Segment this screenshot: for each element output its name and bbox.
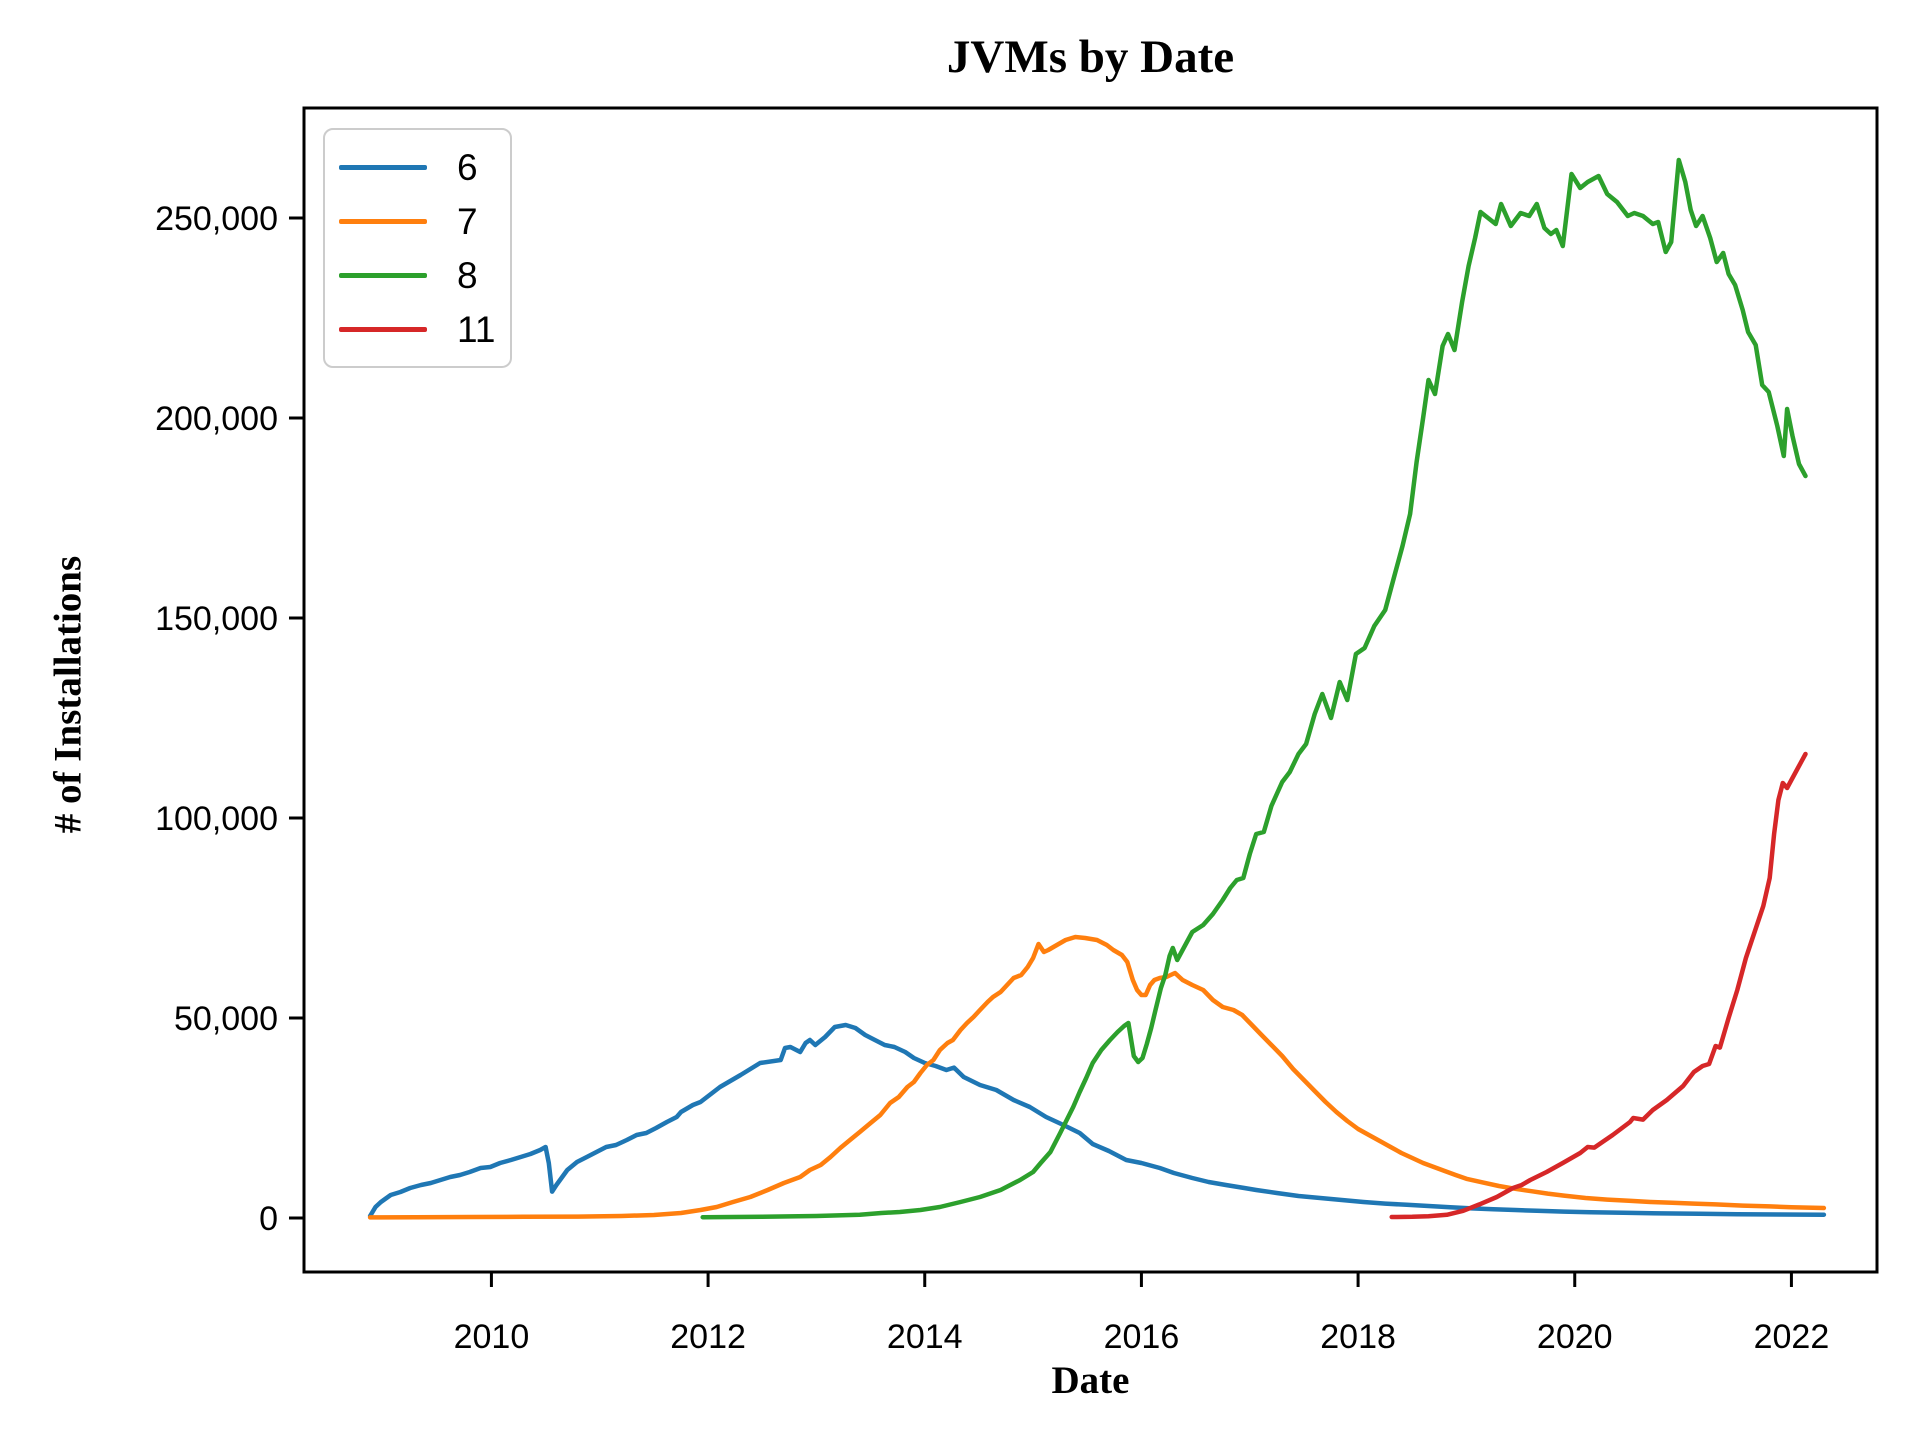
legend-item: 8 bbox=[325, 250, 510, 300]
x-tick-label: 2022 bbox=[1754, 1318, 1830, 1356]
plot-border bbox=[302, 106, 1879, 1274]
legend-line-sample bbox=[339, 272, 427, 278]
y-tick-label: 250,000 bbox=[155, 200, 278, 238]
y-tick-label: 200,000 bbox=[155, 400, 278, 438]
x-tick-label: 2016 bbox=[1104, 1318, 1180, 1356]
x-tick-label: 2020 bbox=[1537, 1318, 1613, 1356]
legend: 6 7 8 11 bbox=[323, 128, 512, 368]
legend-line-sample bbox=[339, 218, 427, 224]
x-tick-label: 2010 bbox=[454, 1318, 530, 1356]
x-tick-label: 2014 bbox=[887, 1318, 963, 1356]
y-tick-label: 100,000 bbox=[155, 800, 278, 838]
x-tick-label: 2018 bbox=[1320, 1318, 1396, 1356]
legend-line-sample bbox=[339, 164, 427, 170]
y-axis-label: # of Installations bbox=[46, 555, 90, 834]
legend-item: 7 bbox=[325, 196, 510, 246]
legend-item: 6 bbox=[325, 142, 510, 192]
series-line-7 bbox=[367, 934, 1827, 1220]
x-axis-label: Date bbox=[1051, 1359, 1130, 1402]
legend-label: 6 bbox=[457, 146, 478, 188]
series-line-11 bbox=[1389, 751, 1808, 1220]
legend-label: 11 bbox=[457, 308, 496, 350]
y-tick-label: 50,000 bbox=[174, 1000, 278, 1038]
y-tick-label: 150,000 bbox=[155, 600, 278, 638]
x-tick-label: 2012 bbox=[670, 1318, 746, 1356]
series-line-6 bbox=[367, 1022, 1827, 1219]
legend-item: 11 bbox=[325, 304, 510, 354]
chart-title: JVMs by Date bbox=[946, 31, 1235, 83]
y-tick-label: 0 bbox=[259, 1200, 278, 1238]
legend-line-sample bbox=[339, 326, 427, 332]
legend-label: 7 bbox=[457, 200, 478, 242]
series-line-8 bbox=[700, 157, 1808, 1220]
legend-label: 8 bbox=[457, 254, 478, 296]
